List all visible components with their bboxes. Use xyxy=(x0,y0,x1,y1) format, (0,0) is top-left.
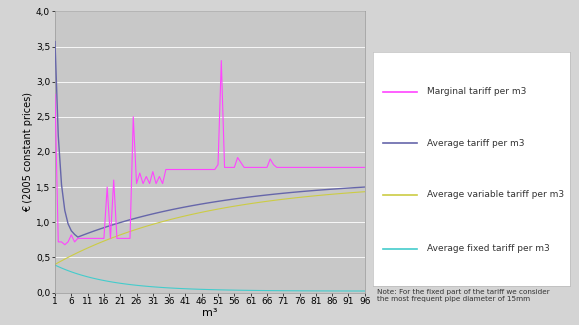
Text: Average tariff per m3: Average tariff per m3 xyxy=(427,139,524,148)
Average tariff per m3 xyxy=(211,200,218,204)
Line: Average tariff per m3: Average tariff per m3 xyxy=(55,42,365,237)
Average variable tariff per m3 xyxy=(218,206,225,210)
Marginal tariff per m3 xyxy=(342,165,349,169)
Line: Average fixed tariff per m3: Average fixed tariff per m3 xyxy=(55,265,365,291)
Average fixed tariff per m3 xyxy=(185,287,192,291)
Average tariff per m3 xyxy=(52,40,58,44)
Marginal tariff per m3 xyxy=(211,168,218,172)
Average fixed tariff per m3 xyxy=(94,277,101,281)
Marginal tariff per m3 xyxy=(218,58,225,62)
Average variable tariff per m3 xyxy=(52,263,58,266)
Average fixed tariff per m3 xyxy=(361,289,368,293)
Average tariff per m3 xyxy=(339,187,346,190)
Average variable tariff per m3 xyxy=(94,242,101,246)
X-axis label: m³: m³ xyxy=(202,308,218,318)
Average tariff per m3 xyxy=(361,185,368,189)
Average tariff per m3 xyxy=(221,198,228,202)
Average variable tariff per m3 xyxy=(335,192,342,196)
Average variable tariff per m3 xyxy=(361,190,368,194)
Average fixed tariff per m3 xyxy=(140,284,146,288)
Average tariff per m3 xyxy=(74,235,81,239)
Average tariff per m3 xyxy=(143,214,150,217)
Marginal tariff per m3 xyxy=(61,243,68,247)
Average variable tariff per m3 xyxy=(208,208,215,212)
Line: Average variable tariff per m3: Average variable tariff per m3 xyxy=(55,192,365,265)
Text: Average fixed tariff per m3: Average fixed tariff per m3 xyxy=(427,244,549,253)
Average tariff per m3 xyxy=(97,227,104,231)
Average variable tariff per m3 xyxy=(185,213,192,217)
Text: Marginal tariff per m3: Marginal tariff per m3 xyxy=(427,87,526,96)
Marginal tariff per m3 xyxy=(224,165,231,169)
Marginal tariff per m3 xyxy=(97,236,104,240)
Marginal tariff per m3 xyxy=(189,168,196,172)
Text: Average variable tariff per m3: Average variable tariff per m3 xyxy=(427,190,564,199)
Text: Note: For the fixed part of the tariff we consider
the most frequent pipe diamet: Note: For the fixed part of the tariff w… xyxy=(378,289,550,302)
Average fixed tariff per m3 xyxy=(52,263,58,267)
Y-axis label: € (2005 constant prices): € (2005 constant prices) xyxy=(23,92,33,212)
Average tariff per m3 xyxy=(189,204,196,208)
Marginal tariff per m3 xyxy=(361,165,368,169)
Average fixed tariff per m3 xyxy=(208,288,215,292)
Marginal tariff per m3 xyxy=(143,175,150,178)
Average variable tariff per m3 xyxy=(140,225,146,229)
Marginal tariff per m3 xyxy=(52,92,58,96)
Line: Marginal tariff per m3: Marginal tariff per m3 xyxy=(55,60,365,245)
Average fixed tariff per m3 xyxy=(218,288,225,292)
Average fixed tariff per m3 xyxy=(335,289,342,293)
